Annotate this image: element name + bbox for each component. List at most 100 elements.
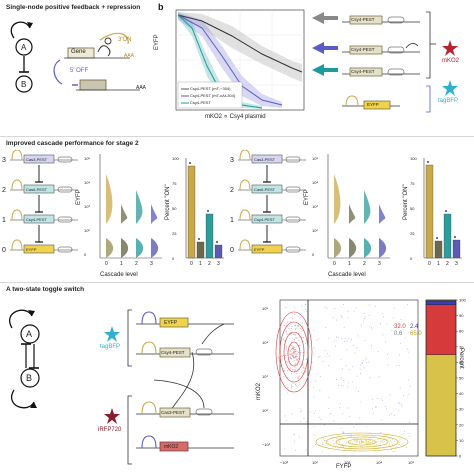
- bar: [443, 213, 452, 259]
- yellow-population-dot: [366, 442, 368, 444]
- yellow-population-dot: [337, 446, 339, 448]
- scatter-dot: [299, 369, 301, 371]
- violin-ytick-label: 10⁵: [84, 156, 90, 161]
- bar-data-point: [189, 162, 191, 164]
- scatter-dot: [375, 406, 377, 408]
- scatter-dot: [290, 355, 292, 357]
- scatter-xtick-label: 10²: [312, 460, 318, 465]
- scatter-dot: [332, 440, 334, 441]
- quad-value-tl: 32.0: [394, 324, 406, 330]
- scatter-dot: [287, 377, 289, 379]
- legend-entry-2: Csy4-PEST (mT-cAt-304): [190, 93, 236, 98]
- scatter-dot: [338, 384, 339, 386]
- irfp-label: iRFP720: [98, 427, 122, 433]
- red-population-dot: [295, 362, 297, 364]
- red-population-dot: [305, 359, 307, 361]
- yellow-population-dot: [377, 446, 379, 448]
- red-population-dot: [292, 348, 294, 350]
- red-population-dot: [292, 333, 294, 335]
- yellow-population-dot: [361, 440, 363, 442]
- yellow-population-dot: [364, 440, 366, 442]
- yellow-population-dot: [349, 441, 351, 443]
- scatter-dot: [392, 450, 394, 452]
- scatter-dot: [343, 340, 345, 342]
- red-population-dot: [286, 321, 288, 323]
- yellow-population-dot: [380, 443, 382, 445]
- red-population-dot: [296, 372, 298, 374]
- violin-ytick-label: 10²: [312, 228, 318, 233]
- red-population-dot: [294, 341, 296, 343]
- toggle-part-cas3: Cas3-PEST: [161, 410, 185, 415]
- scatter-dot: [364, 340, 366, 342]
- bar-ytick-label: 75: [172, 181, 177, 186]
- scatter-dot: [342, 432, 344, 434]
- red-population-dot: [291, 386, 293, 388]
- scatter-dot: [362, 321, 364, 323]
- cascade-part-box: [23, 184, 55, 194]
- scatter-dot: [314, 434, 316, 436]
- yellow-population-dot: [334, 442, 336, 444]
- scatter-dot: [295, 369, 297, 371]
- bar-ylabel-right: Percent "ON": [403, 184, 409, 220]
- yellow-population-dot: [391, 444, 393, 446]
- scatter-dot: [322, 360, 324, 362]
- bar-ytick-label: 25: [172, 231, 177, 236]
- bar-xtick-label: 2: [446, 261, 449, 266]
- yellow-population-dot: [334, 447, 336, 449]
- toggle-tagbfp-star-icon: [104, 326, 120, 342]
- scatter-dot: [318, 356, 320, 358]
- scatter-dot: [364, 316, 366, 318]
- red-population-dot: [286, 354, 288, 356]
- scatter-dot: [318, 417, 320, 418]
- red-population-dot: [302, 361, 303, 363]
- scatter-dot: [300, 410, 302, 412]
- red-population-dot: [298, 332, 300, 334]
- red-population-dot: [283, 325, 285, 327]
- scatter-dot: [284, 356, 286, 358]
- scatter-dot: [400, 342, 401, 344]
- mko2-star-icon: [442, 40, 458, 56]
- violin-ytick-label: 10²: [84, 228, 90, 233]
- yellow-population-dot: [350, 435, 352, 437]
- yellow-population-dot: [377, 441, 379, 443]
- yellow-population-dot: [368, 434, 370, 436]
- cascade-level-label: 1: [230, 217, 234, 224]
- scatter-dot: [407, 303, 408, 305]
- yellow-population-dot: [349, 447, 351, 449]
- scatter-dot: [348, 407, 350, 409]
- node-a-circle: [15, 38, 33, 56]
- red-population-dot: [297, 358, 299, 359]
- scatter-dot: [298, 352, 300, 354]
- red-population-dot: [303, 372, 305, 374]
- yellow-population-dot: [373, 443, 375, 445]
- yellow-population-dot: [338, 438, 340, 440]
- node-a-label: A: [21, 43, 27, 52]
- scatter-dot: [370, 326, 372, 328]
- scatter-dot: [359, 401, 361, 403]
- scatter-dot: [324, 440, 325, 441]
- mko2-label: mKO2: [442, 58, 460, 64]
- bar-ytick-label: 25: [410, 231, 415, 236]
- red-population-dot: [303, 355, 305, 357]
- bar-ytick-label: 0: [410, 256, 413, 261]
- red-population-dot: [294, 363, 296, 365]
- yellow-population-dot: [362, 447, 364, 449]
- scatter-ylabel: mKO2: [256, 382, 262, 400]
- yellow-population-dot: [388, 442, 390, 444]
- cascade-part-label: Csy4-PEST: [26, 217, 47, 222]
- yellow-population-dot: [368, 437, 370, 439]
- red-population-dot: [296, 327, 298, 329]
- red-population-dot: [284, 325, 286, 326]
- scatter-dot: [335, 379, 337, 380]
- yellow-population-dot: [391, 441, 393, 443]
- violin-ytick-label: 10⁴: [312, 180, 318, 185]
- scatter-dot: [343, 380, 345, 381]
- red-population-dot: [296, 337, 298, 339]
- scatter-dot: [405, 447, 407, 448]
- cascade-part-box: [251, 184, 283, 194]
- yellow-population-dot: [361, 441, 363, 443]
- scatter-dot: [339, 407, 341, 409]
- scatter-dot: [364, 318, 365, 320]
- yellow-population-dot: [375, 440, 377, 442]
- red-population-dot: [291, 355, 293, 357]
